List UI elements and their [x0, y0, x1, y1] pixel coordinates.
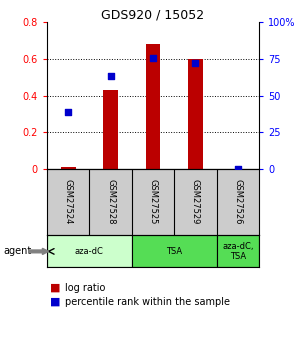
Bar [188, 59, 203, 169]
Text: TSA: TSA [166, 247, 182, 256]
Point [151, 56, 155, 61]
Point [66, 110, 71, 115]
Bar [145, 45, 161, 169]
Point [108, 73, 113, 79]
Text: GSM27529: GSM27529 [191, 179, 200, 225]
Text: ■: ■ [50, 283, 61, 293]
Text: percentile rank within the sample: percentile rank within the sample [65, 297, 230, 307]
Point [193, 61, 198, 66]
Text: GSM27526: GSM27526 [233, 179, 242, 225]
Bar [132, 235, 217, 267]
Bar [103, 90, 118, 169]
Bar [217, 235, 259, 267]
Text: aza-dC,
TSA: aza-dC, TSA [222, 242, 254, 261]
Text: aza-dC: aza-dC [75, 247, 104, 256]
Text: GSM27528: GSM27528 [106, 179, 115, 225]
Bar [61, 167, 76, 169]
Point [235, 166, 240, 171]
Text: GSM27525: GSM27525 [148, 179, 158, 225]
Text: GSM27524: GSM27524 [64, 179, 73, 225]
Bar [47, 235, 132, 267]
Text: log ratio: log ratio [65, 283, 105, 293]
Title: GDS920 / 15052: GDS920 / 15052 [102, 8, 205, 21]
Text: ■: ■ [50, 297, 61, 307]
Text: agent: agent [3, 246, 31, 256]
